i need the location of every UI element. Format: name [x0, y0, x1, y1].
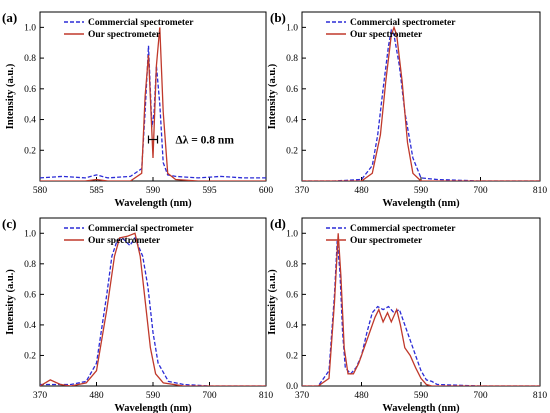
- x-tick-label: 480: [354, 186, 369, 196]
- y-axis-label: Intensity (a.u.): [267, 63, 278, 129]
- x-tick-label: 700: [202, 391, 217, 401]
- legend-label: Commercial spectrometer: [88, 18, 194, 28]
- y-tick-label: 1.0: [24, 229, 36, 239]
- y-axis-label: Intensity (a.u.): [5, 269, 16, 335]
- panel-label: (a): [2, 10, 17, 25]
- x-tick-label: 810: [259, 391, 274, 401]
- x-tick-label: 595: [202, 186, 217, 196]
- x-axis-label: Wavelength (nm): [114, 403, 192, 413]
- series-line-ours: [302, 25, 540, 181]
- annotation-text: Δλ = 0.8 nm: [176, 135, 235, 147]
- legend-label: Our spectrometer: [88, 236, 161, 246]
- x-tick-label: 590: [146, 391, 161, 401]
- y-tick-label: 0.2: [24, 146, 36, 156]
- x-tick-label: 590: [146, 186, 161, 196]
- legend-label: Commercial spectrometer: [350, 18, 456, 28]
- x-tick-label: 370: [295, 186, 310, 196]
- chart-panel: (b) 370 480 590 700 810 0.2 0.4 0.6 0.8 1.0 Wavelen…: [267, 10, 547, 209]
- y-tick-label: 0.0: [286, 382, 298, 392]
- x-tick-label: 600: [259, 186, 274, 196]
- y-tick-label: 0.4: [24, 321, 36, 331]
- x-axis-label: Wavelength (nm): [382, 198, 460, 209]
- chart-panel: (d) 370 480 590 700 810 0.0 0.2 0.4 0.6 0.8 1.0 Wave…: [267, 216, 547, 413]
- x-tick-label: 590: [414, 186, 429, 196]
- y-tick-label: 0.4: [286, 321, 298, 331]
- x-tick-label: 590: [414, 391, 429, 401]
- y-tick-label: 1.0: [286, 229, 298, 239]
- x-tick-label: 810: [533, 186, 548, 196]
- y-tick-label: 0.8: [286, 54, 298, 64]
- y-tick-label: 0.8: [286, 260, 298, 270]
- legend-label: Our spectrometer: [350, 30, 423, 40]
- y-axis-label: Intensity (a.u.): [5, 63, 16, 129]
- x-tick-label: 480: [354, 391, 369, 401]
- x-tick-label: 700: [473, 391, 488, 401]
- x-tick-label: 585: [89, 186, 104, 196]
- y-tick-label: 0.6: [24, 290, 36, 300]
- y-tick-label: 0.2: [286, 351, 298, 361]
- legend-label: Our spectrometer: [350, 236, 423, 246]
- x-tick-label: 810: [533, 391, 548, 401]
- x-axis-label: Wavelength (nm): [382, 403, 460, 413]
- chart-panel: (c) 370 480 590 700 810 0.2 0.4 0.6 0.8 1.0 Wavelen…: [2, 216, 273, 413]
- legend-label: Commercial spectrometer: [88, 224, 194, 234]
- series-line-ours: [40, 232, 266, 386]
- x-tick-label: 370: [295, 391, 310, 401]
- panel-label: (c): [2, 216, 16, 231]
- y-tick-label: 0.6: [286, 290, 298, 300]
- x-tick-label: 480: [89, 391, 104, 401]
- legend-label: Commercial spectrometer: [350, 224, 456, 234]
- y-tick-label: 0.6: [286, 85, 298, 95]
- y-tick-label: 0.2: [24, 351, 36, 361]
- series-line-commercial: [302, 240, 540, 386]
- series-line-commercial: [40, 236, 266, 386]
- series-line-commercial: [302, 28, 540, 181]
- x-tick-label: 370: [33, 391, 48, 401]
- y-tick-label: 0.6: [24, 85, 36, 95]
- y-tick-label: 1.0: [286, 23, 298, 33]
- y-tick-label: 0.8: [24, 260, 36, 270]
- panel-label: (b): [270, 10, 286, 25]
- y-tick-label: 1.0: [24, 23, 36, 33]
- legend-label: Our spectrometer: [88, 30, 161, 40]
- x-tick-label: 700: [473, 186, 488, 196]
- y-tick-label: 0.4: [24, 116, 36, 126]
- chart-panel: (a) 580 585 590 595 600 0.2 0.4 0.6 0.8 1.0 Wavelen…: [2, 10, 273, 209]
- y-tick-label: 0.4: [286, 116, 298, 126]
- series-line-ours: [302, 233, 540, 386]
- x-axis-label: Wavelength (nm): [114, 198, 192, 209]
- panel-label: (d): [270, 216, 286, 231]
- series-line-ours: [40, 27, 266, 181]
- x-tick-label: 580: [33, 186, 48, 196]
- y-axis-label: Intensity (a.u.): [267, 269, 278, 335]
- series-line-commercial: [40, 45, 266, 179]
- y-tick-label: 0.2: [286, 146, 298, 156]
- y-tick-label: 0.8: [24, 54, 36, 64]
